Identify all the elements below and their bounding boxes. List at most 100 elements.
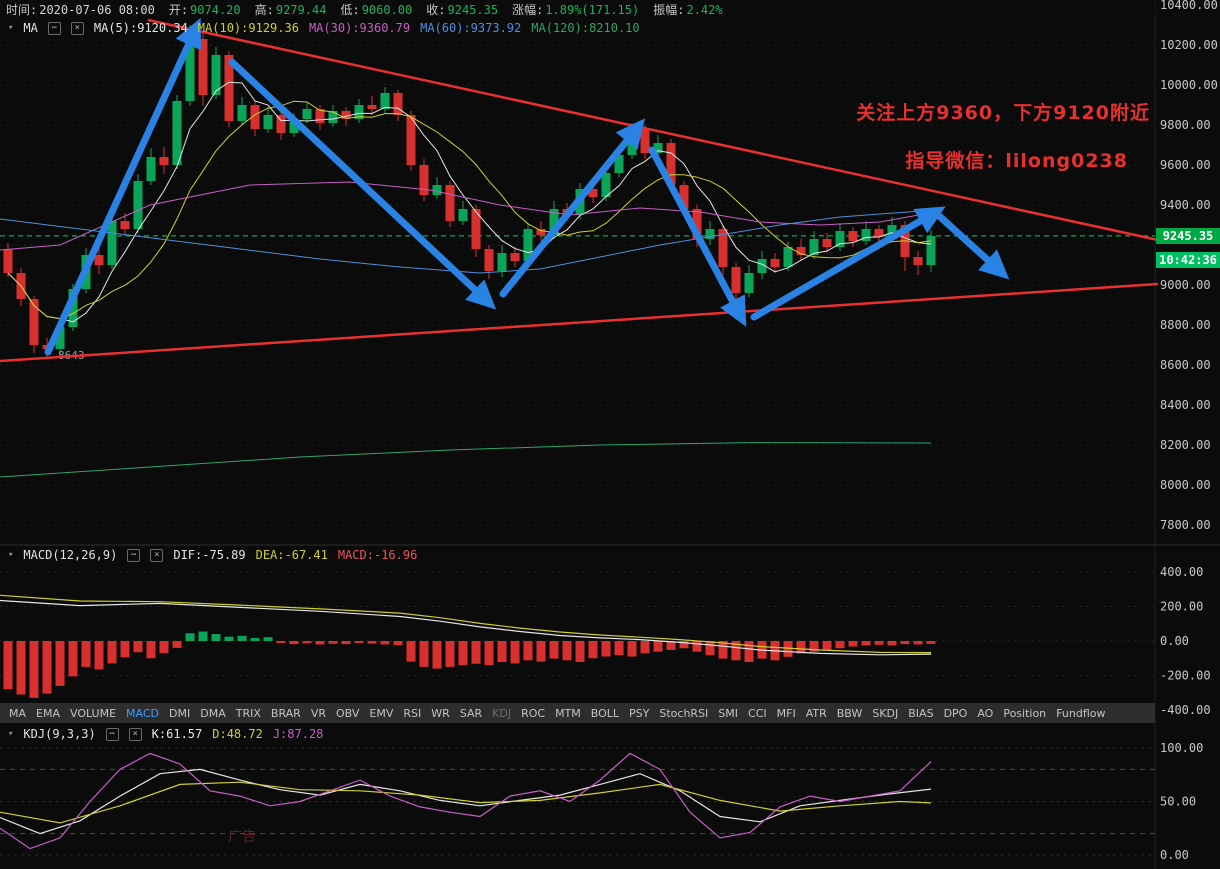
axis-label: 10400.00: [1160, 0, 1218, 12]
axis-label: 50.00: [1160, 795, 1196, 809]
tab-emv[interactable]: EMV: [369, 706, 394, 720]
tab-roc[interactable]: ROC: [521, 706, 546, 720]
tab-vr[interactable]: VR: [310, 706, 326, 720]
field-label: 低:: [340, 2, 360, 17]
ad-watermark: 广告: [228, 829, 256, 845]
tab-dma[interactable]: DMA: [200, 706, 226, 720]
macd-value-0: DIF:-75.89: [173, 548, 246, 562]
kdj-value-2: J:87.28: [272, 727, 324, 741]
axis-label: 10200.00: [1160, 38, 1218, 52]
tab-dpo[interactable]: DPO: [943, 706, 968, 720]
tab-volume[interactable]: VOLUME: [69, 706, 117, 720]
tab-trix[interactable]: TRIX: [235, 706, 261, 720]
tab-kdj[interactable]: KDJ: [492, 706, 512, 720]
axis-label: 8800.00: [1160, 318, 1211, 332]
macd-value-1: DEA:-67.41: [255, 548, 328, 562]
tab-obv[interactable]: OBV: [336, 706, 360, 720]
ma-value-1: MA(10):9129.36: [197, 21, 299, 35]
ma-settings-icon[interactable]: ⋯: [47, 21, 61, 35]
field-value: 2.42%: [686, 2, 723, 17]
kdj-line-k: [0, 768, 932, 835]
axis-label: 100.00: [1160, 741, 1203, 755]
axis-label: 8000.00: [1160, 478, 1211, 492]
current-price-badge: 9245.35: [1156, 228, 1220, 244]
tab-macd[interactable]: MACD: [126, 706, 160, 720]
tab-atr[interactable]: ATR: [805, 706, 827, 720]
tab-ma[interactable]: MA: [9, 706, 27, 720]
drawn-arrow[interactable]: [499, 118, 646, 298]
indicator-tabbar: MA EMA VOLUME MACD DMI DMA TRIX BRAR VR OBV EMV RSI…: [0, 703, 1155, 723]
ma-collapse-icon[interactable]: ▾: [8, 23, 14, 33]
ma-title: MA: [23, 21, 38, 35]
drawn-arrow[interactable]: [750, 206, 946, 321]
kdj-collapse-icon[interactable]: ▾: [8, 729, 14, 739]
tab-cci[interactable]: CCI: [748, 706, 767, 720]
annotation-wechat-contact: 指导微信：lilong0238: [905, 150, 1128, 172]
tab-position[interactable]: Position: [1003, 706, 1047, 720]
axis-label: 8200.00: [1160, 438, 1211, 452]
field-value: 9060.00: [361, 2, 413, 17]
kdj-close-icon[interactable]: ×: [128, 727, 142, 741]
kdj-settings-icon[interactable]: ⋯: [105, 727, 119, 741]
ma-close-icon[interactable]: ×: [70, 21, 84, 35]
axis-label: 0.00: [1160, 848, 1189, 862]
axis-label: 9000.00: [1160, 278, 1211, 292]
ohlc-field-6: 振幅: 2.42%: [653, 1, 722, 18]
axis-label: -200.00: [1160, 669, 1211, 683]
field-label: 振幅:: [653, 2, 685, 17]
ma-indicator-header: ▾ MA ⋯ × MA(5):9120.34 MA(10):9129.36 MA(30):9…: [8, 21, 640, 35]
axis-label: 8400.00: [1160, 398, 1211, 412]
countdown-time-badge: 10:42:36: [1156, 252, 1220, 268]
macd-close-icon[interactable]: ×: [150, 548, 164, 562]
field-value: 2020-07-06 08:00: [39, 2, 155, 17]
tab-boll[interactable]: BOLL: [590, 706, 620, 720]
candlesticks: [3, 25, 936, 357]
drawn-arrow[interactable]: [648, 146, 747, 327]
ma-value-2: MA(30):9360.79: [308, 21, 411, 35]
tab-smi[interactable]: SMI: [718, 706, 739, 720]
axis-label: 8600.00: [1160, 358, 1211, 372]
field-value: 9245.35: [447, 2, 499, 17]
tab-wr[interactable]: WR: [431, 706, 450, 720]
ma-value-4: MA(120):8210.10: [531, 21, 640, 35]
tab-psy[interactable]: PSY: [629, 706, 650, 720]
tab-fundflow[interactable]: Fundflow: [1056, 706, 1106, 720]
field-value: 1.89%(171.15): [545, 2, 640, 17]
field-label: 时间:: [6, 2, 38, 17]
annotation-price-levels: 关注上方9360，下方9120附近: [856, 102, 1150, 124]
tab-stochrsi[interactable]: StochRSI: [659, 706, 709, 720]
kdj-indicator-header: ▾ KDJ(9,3,3) ⋯ × K:61.57 D:48.72 J:87.28: [8, 727, 323, 741]
axis-label: 10000.00: [1160, 78, 1218, 92]
tab-mtm[interactable]: MTM: [555, 706, 581, 720]
tab-ao[interactable]: AO: [977, 706, 994, 720]
trendline[interactable]: [0, 282, 1159, 363]
axis-label: 0.00: [1160, 634, 1189, 648]
kdj-line-j: [0, 752, 932, 850]
tab-dmi[interactable]: DMI: [169, 706, 191, 720]
tab-ema[interactable]: EMA: [36, 706, 60, 720]
drawn-arrow[interactable]: [228, 58, 497, 310]
ohlc-field-2: 高: 9279.44: [255, 1, 327, 18]
tab-brar[interactable]: BRAR: [270, 706, 301, 720]
axis-label: 9800.00: [1160, 118, 1211, 132]
macd-settings-icon[interactable]: ⋯: [127, 548, 141, 562]
tab-rsi[interactable]: RSI: [403, 706, 422, 720]
tab-sar[interactable]: SAR: [459, 706, 483, 720]
tab-bbw[interactable]: BBW: [836, 706, 863, 720]
macd-value-2: MACD:-16.96: [337, 548, 418, 562]
ma-value-3: MA(60):9373.92: [420, 21, 522, 35]
macd-indicator-header: ▾ MACD(12,26,9) ⋯ × DIF:-75.89 DEA:-67.41 MACD…: [8, 548, 417, 562]
trendline[interactable]: [147, 18, 1159, 242]
tab-mfi[interactable]: MFI: [776, 706, 796, 720]
drawn-arrow[interactable]: [44, 17, 202, 356]
kdj-line-d: [0, 781, 932, 824]
tab-skdj[interactable]: SKDJ: [872, 706, 899, 720]
field-label: 开:: [168, 2, 189, 17]
tab-bias[interactable]: BIAS: [908, 706, 934, 720]
axis-label: -400.00: [1160, 703, 1211, 717]
macd-collapse-icon[interactable]: ▾: [8, 550, 14, 560]
ohlc-field-1: 开: 9074.20: [169, 1, 241, 18]
drawn-arrow[interactable]: [933, 210, 1010, 280]
ohlc-field-5: 涨幅: 1.89%(171.15): [512, 1, 639, 18]
